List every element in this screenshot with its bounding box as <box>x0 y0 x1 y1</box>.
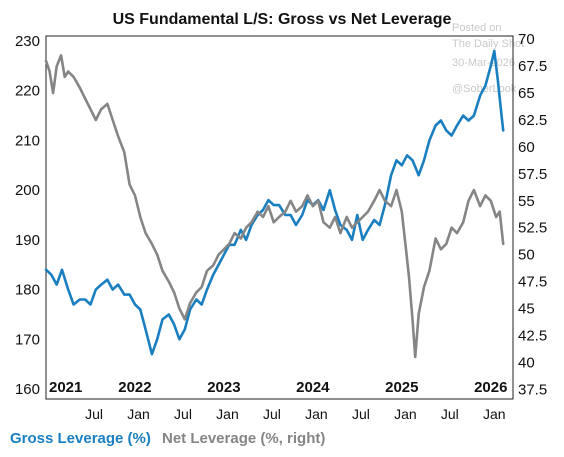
right-tick-label: 47.5 <box>518 274 547 291</box>
left-tick-label: 210 <box>15 132 40 149</box>
month-label: Jan <box>483 406 506 422</box>
right-tick-label: 45 <box>518 301 535 318</box>
left-tick-label: 190 <box>15 232 40 249</box>
right-tick-label: 70 <box>518 31 535 48</box>
right-tick-label: 40 <box>518 354 535 371</box>
month-label: Jan <box>216 406 239 422</box>
year-label: 2023 <box>207 379 240 396</box>
watermark-line-1: Posted on <box>452 22 502 34</box>
net-leverage-line <box>44 54 505 359</box>
right-tick-label: 57.5 <box>518 166 547 183</box>
right-tick-label: 37.5 <box>518 381 547 398</box>
month-label: Jan <box>127 406 150 422</box>
right-tick-label: 67.5 <box>518 58 547 75</box>
left-tick-label: 170 <box>15 331 40 348</box>
left-tick-label: 230 <box>15 33 40 50</box>
year-label: 2025 <box>385 379 418 396</box>
month-label: Jul <box>263 406 281 422</box>
watermark-line-2: The Daily Shot <box>452 38 524 50</box>
chart-title: US Fundamental L/S: Gross vs Net Leverag… <box>113 11 452 28</box>
legend-net: Net Leverage (%, right) <box>162 430 325 447</box>
month-axis-labels: Jul Jan Jul Jan Jul Jan Jul Jan Jul Jan <box>85 406 506 422</box>
right-tick-label: 55 <box>518 193 535 210</box>
legend-gross: Gross Leverage (%) <box>10 430 151 447</box>
year-label: 2022 <box>118 379 151 396</box>
left-tick-label: 220 <box>15 83 40 100</box>
legend: Gross Leverage (%) Net Leverage (%, righ… <box>10 430 325 447</box>
gross-leverage-line <box>44 49 505 356</box>
year-label: 2021 <box>49 379 82 396</box>
month-label: Jul <box>85 406 103 422</box>
year-axis-labels: 2021 2022 2023 2024 2025 2026 <box>49 379 507 396</box>
month-label: Jul <box>352 406 370 422</box>
right-axis-ticks: 37.5 40 42.5 45 47.5 50 52.5 55 57.5 60 62.5 65 67.5… <box>518 31 547 398</box>
left-tick-label: 200 <box>15 182 40 199</box>
year-label: 2026 <box>474 379 507 396</box>
month-label: Jan <box>394 406 417 422</box>
plot-frame <box>45 35 514 400</box>
left-tick-label: 160 <box>15 381 40 398</box>
month-label: Jul <box>174 406 192 422</box>
left-tick-label: 180 <box>15 282 40 299</box>
right-tick-label: 52.5 <box>518 220 547 237</box>
right-tick-label: 65 <box>518 85 535 102</box>
right-tick-label: 42.5 <box>518 327 547 344</box>
right-tick-label: 62.5 <box>518 112 547 129</box>
right-tick-label: 60 <box>518 139 535 156</box>
right-tick-label: 50 <box>518 247 535 264</box>
year-label: 2024 <box>296 379 330 396</box>
series-layer <box>44 49 505 359</box>
month-label: Jan <box>305 406 328 422</box>
month-label: Jul <box>441 406 459 422</box>
watermark-line-3: 30-Mar-2026 <box>452 57 515 69</box>
left-axis-ticks: 160 170 180 190 200 210 220 230 <box>15 33 40 398</box>
